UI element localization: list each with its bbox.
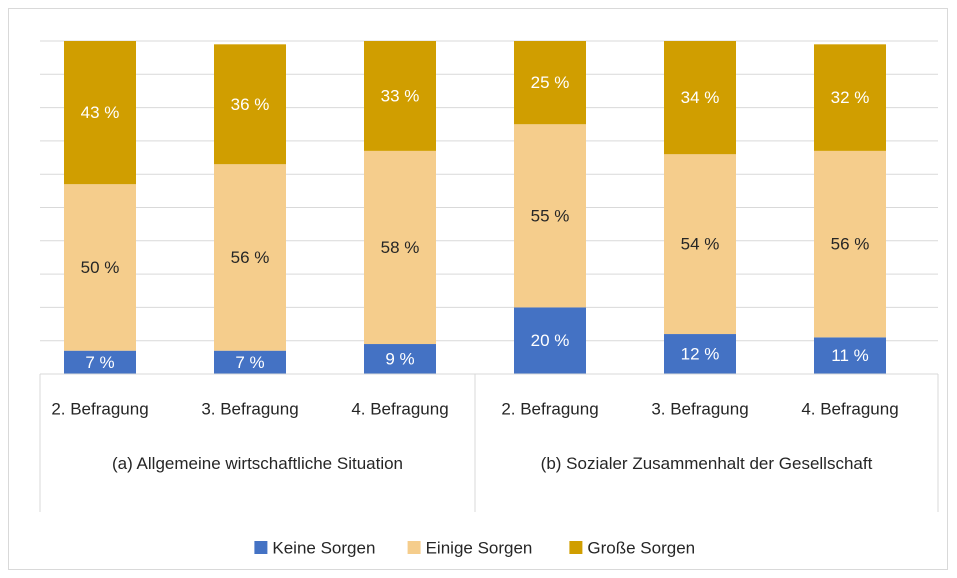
data-label: 50 % [81, 258, 120, 277]
data-label: 25 % [531, 73, 570, 92]
group-label: (a) Allgemeine wirtschaftliche Situation [111, 454, 404, 473]
data-label: 56 % [231, 248, 270, 267]
bar-segment [664, 41, 736, 155]
bar-segment [364, 150, 436, 345]
data-label: 43 % [81, 103, 120, 122]
legend-swatch [569, 541, 583, 554]
bar-segment [64, 184, 136, 351]
legend-label: Große Sorgen [587, 538, 695, 557]
data-label: 55 % [531, 206, 570, 225]
bar-segment [214, 164, 286, 351]
bar-segment [664, 334, 736, 374]
legend-swatch [254, 541, 268, 554]
bar-segment [364, 344, 436, 374]
bar-segment [814, 44, 886, 151]
x-tick-label: 4. Befragung [801, 399, 898, 418]
bar-segment [514, 124, 586, 308]
x-tick-label: 3. Befragung [201, 399, 298, 418]
data-label: 11 % [831, 346, 869, 365]
data-label: 36 % [231, 95, 270, 114]
bar-segment [364, 41, 436, 151]
data-label: 54 % [681, 235, 720, 254]
bar-segment [214, 350, 286, 374]
legend-label: Einige Sorgen [426, 538, 533, 557]
data-label: 33 % [381, 86, 420, 105]
bar-segment [664, 154, 736, 335]
chart-border [8, 8, 948, 570]
data-label: 56 % [831, 235, 870, 254]
bar-segment [64, 41, 136, 185]
data-label: 7 % [235, 353, 264, 372]
bar-segment [514, 41, 586, 125]
bar-segment [514, 307, 586, 374]
group-label: (b) Sozialer Zusammenhalt der Gesellscha… [540, 454, 873, 473]
data-label: 12 % [681, 345, 720, 364]
data-label: 7 % [85, 353, 114, 372]
x-tick-label: 4. Befragung [351, 399, 448, 418]
data-label: 9 % [385, 349, 414, 368]
x-tick-label: 3. Befragung [651, 399, 748, 418]
data-label: 32 % [831, 88, 870, 107]
data-label: 58 % [381, 238, 420, 257]
legend-label: Keine Sorgen [272, 538, 375, 557]
data-label: 20 % [531, 331, 570, 350]
bar-segment [814, 337, 886, 374]
x-tick-label: 2. Befragung [51, 399, 148, 418]
data-label: 34 % [681, 88, 720, 107]
bar-segment [214, 44, 286, 165]
x-tick-label: 2. Befragung [501, 399, 598, 418]
bar-segment [64, 350, 136, 374]
legend-swatch [407, 541, 421, 554]
bar-segment [814, 150, 886, 338]
